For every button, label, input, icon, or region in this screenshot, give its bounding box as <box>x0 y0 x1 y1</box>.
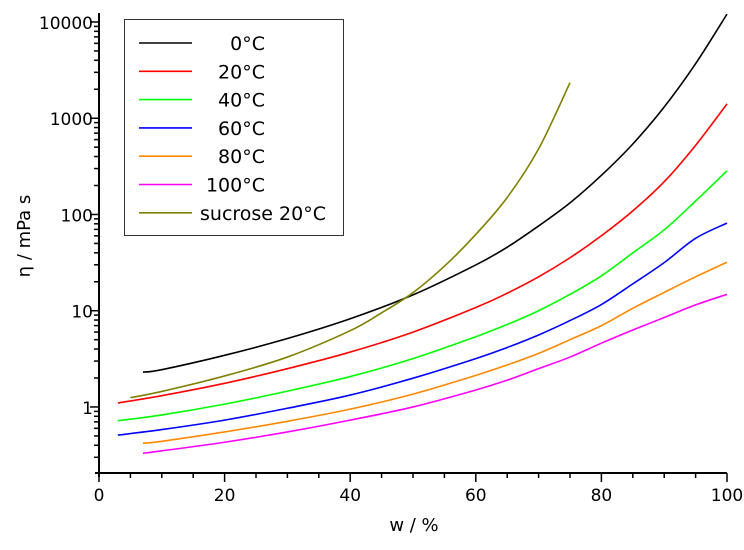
legend-label-80-c: 80°C <box>218 146 265 168</box>
series-line-100-c <box>142 293 728 455</box>
series-line-40-c <box>117 170 728 422</box>
x-tick-label: 40 <box>339 486 361 506</box>
y-tick-label: 100 <box>61 206 93 226</box>
series-layer <box>117 13 728 455</box>
y-tick-label: 1 <box>82 399 93 419</box>
x-tick-label: 60 <box>465 486 487 506</box>
x-tick-label: 0 <box>94 486 105 506</box>
x-tick-label: 80 <box>591 486 613 506</box>
axes: 0 20 40 60 80 100 1 10 100 1000 10000 <box>39 13 743 506</box>
series-line-20-c <box>117 103 728 404</box>
series-line-0-c <box>142 13 728 373</box>
series-line-sucrose-20-c <box>130 82 571 399</box>
legend-label-0-c: 0°C <box>230 33 265 55</box>
legend-label-sucrose-20-c: sucrose 20°C <box>200 203 326 225</box>
legend-label-60-c: 60°C <box>218 118 265 140</box>
series-line-60-c <box>117 222 728 436</box>
x-axis-label: w / % <box>389 515 438 536</box>
y-tick-label: 10 <box>71 303 93 323</box>
y-tick-label: 10000 <box>39 14 93 34</box>
x-tick-label: 20 <box>214 486 236 506</box>
legend-label-20-c: 20°C <box>218 61 265 83</box>
legend-label-40-c: 40°C <box>218 90 265 112</box>
legend: 0°C 20°C 40°C 60°C 80°C 100°C sucrose 20°C <box>124 19 344 236</box>
x-tick-label: 100 <box>711 486 743 506</box>
y-axis-label: η / mPa s <box>14 195 35 278</box>
legend-label-100-c: 100°C <box>206 175 265 197</box>
y-tick-label: 1000 <box>50 110 93 130</box>
series-line-80-c <box>142 261 728 445</box>
